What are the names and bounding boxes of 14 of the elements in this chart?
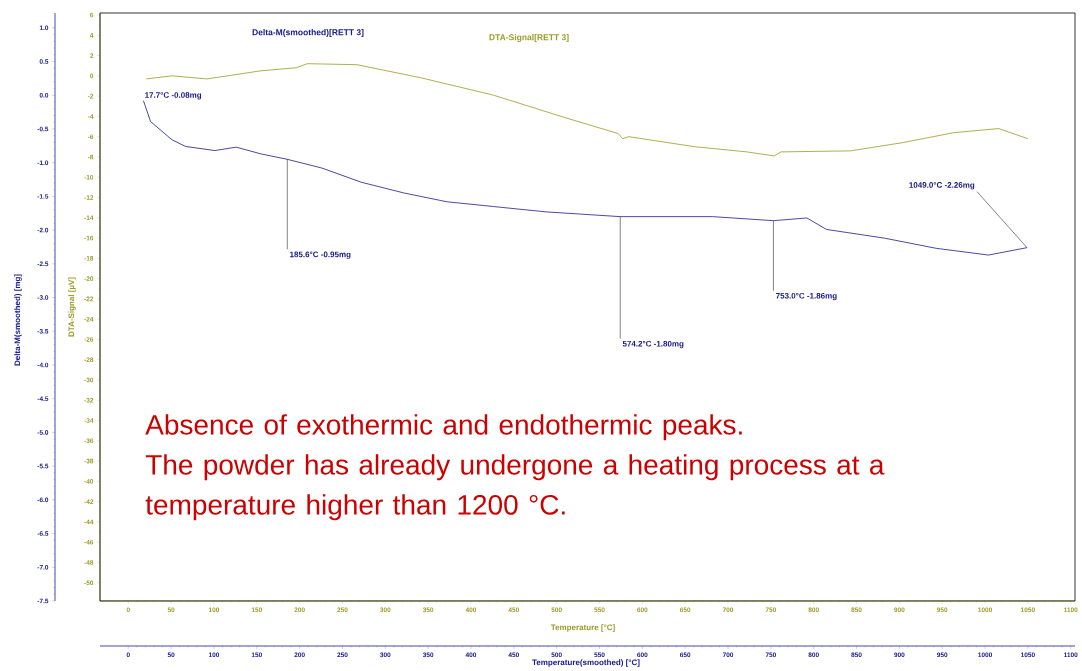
annotation: 1049.0°C -2.26mg <box>909 182 975 190</box>
annotation: Absence of exothermic and endothermic peaks. <box>145 414 742 441</box>
text: DTA-Signal[RETT 3] <box>489 34 569 42</box>
x2-axis-title: Temperature(smoothed) [°C] <box>532 659 640 667</box>
x-axis-title: Temperature [°C] <box>550 624 615 632</box>
line-series <box>145 63 1029 157</box>
y2-axis-title: DTA-Signal [µV] <box>68 277 76 337</box>
annotation: 185.6°C -0.95mg <box>290 251 351 259</box>
y-axis-title: Delta-M(smoothed) [mg] <box>14 274 22 366</box>
annotation: 574.2°C -1.80mg <box>622 340 684 349</box>
text: Delta-M(smoothed)[RETT 3] <box>252 29 364 37</box>
annotation: The powder has already undergone a heating process at a temperature higher than 1200 °C. <box>145 454 885 521</box>
annotation: 17.7°C -0.08mg <box>145 92 202 100</box>
annotation: 753.0°C -1.86mg <box>776 292 837 301</box>
